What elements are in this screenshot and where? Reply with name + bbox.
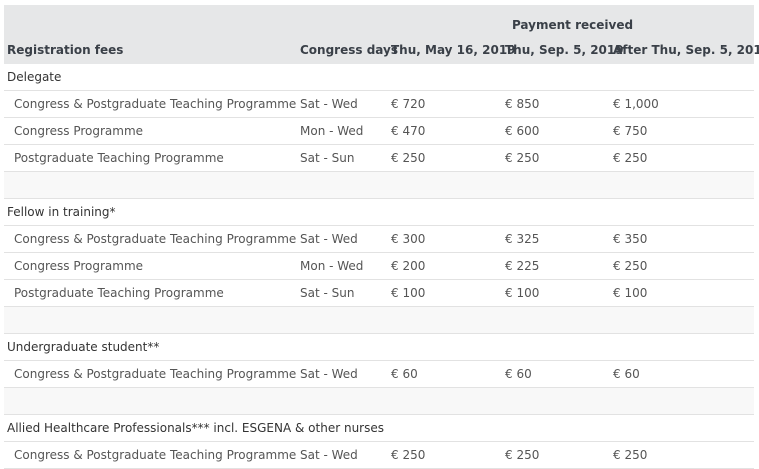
category-row: Fellow in training* <box>4 198 755 226</box>
price-late: € 250 <box>610 252 755 280</box>
price-mid: € 100 <box>502 279 610 307</box>
price-mid: € 850 <box>502 90 610 118</box>
category-row: Undergraduate student** <box>4 333 755 361</box>
price-mid: € 600 <box>502 117 610 145</box>
price-early: € 470 <box>388 117 502 145</box>
price-early: € 60 <box>388 360 502 388</box>
congress-days: Sat - Wed <box>297 441 388 469</box>
table-row: Congress & Postgraduate Teaching Program… <box>4 225 755 253</box>
congress-days: Sat - Sun <box>297 279 388 307</box>
category-label: Undergraduate student** <box>4 333 755 361</box>
col-date-2: Thu, Sep. 5, 2019 <box>502 36 624 64</box>
price-late: € 250 <box>610 144 755 172</box>
congress-days: Mon - Wed <box>297 117 388 145</box>
category-label: Fellow in training* <box>4 198 755 226</box>
price-mid: € 250 <box>502 144 610 172</box>
category-row: Delegate <box>4 64 755 91</box>
col-congress-days: Congress days <box>297 36 398 64</box>
price-late: € 1,000 <box>610 90 755 118</box>
programme-label: Postgraduate Teaching Programme <box>4 144 297 172</box>
programme-label: Congress & Postgraduate Teaching Program… <box>4 441 297 469</box>
registration-fees-table: Payment received Registration fees Congr… <box>4 5 759 469</box>
programme-label: Congress Programme <box>4 117 297 145</box>
category-label: Delegate <box>4 64 755 91</box>
price-early: € 200 <box>388 252 502 280</box>
programme-label: Congress Programme <box>4 252 297 280</box>
payment-received-header: Payment received <box>388 5 755 36</box>
programme-label: Congress & Postgraduate Teaching Program… <box>4 360 297 388</box>
price-mid: € 325 <box>502 225 610 253</box>
programme-label: Congress & Postgraduate Teaching Program… <box>4 225 297 253</box>
price-early: € 250 <box>388 144 502 172</box>
category-label: Allied Healthcare Professionals*** incl.… <box>4 414 755 442</box>
spacer-row <box>4 171 755 199</box>
congress-days: Sat - Wed <box>297 225 388 253</box>
congress-days: Mon - Wed <box>297 252 388 280</box>
price-mid: € 225 <box>502 252 610 280</box>
price-early: € 250 <box>388 441 502 469</box>
congress-days: Sat - Wed <box>297 360 388 388</box>
price-mid: € 60 <box>502 360 610 388</box>
col-registration-fees: Registration fees <box>4 36 297 64</box>
table-row: Postgraduate Teaching Programme Sat - Sun… <box>4 144 755 172</box>
table-row: Congress & Postgraduate Teaching Program… <box>4 90 755 118</box>
spacer-row <box>4 306 755 334</box>
price-late: € 750 <box>610 117 755 145</box>
category-row: Allied Healthcare Professionals*** incl.… <box>4 414 755 442</box>
col-date-3: After Thu, Sep. 5, 2019 <box>610 36 759 64</box>
table-row: Congress Programme Mon - Wed € 470 € 600 € 7… <box>4 117 755 145</box>
col-date-1: Thu, May 16, 2019 <box>388 36 516 64</box>
table-row: Congress & Postgraduate Teaching Program… <box>4 360 755 388</box>
price-late: € 250 <box>610 441 755 469</box>
congress-days: Sat - Sun <box>297 144 388 172</box>
table-row: Congress Programme Mon - Wed € 200 € 225 € 2… <box>4 252 755 280</box>
price-early: € 720 <box>388 90 502 118</box>
price-late: € 60 <box>610 360 755 388</box>
price-early: € 100 <box>388 279 502 307</box>
programme-label: Congress & Postgraduate Teaching Program… <box>4 90 297 118</box>
price-early: € 300 <box>388 225 502 253</box>
congress-days: Sat - Wed <box>297 90 388 118</box>
table-row: Postgraduate Teaching Programme Sat - Sun… <box>4 279 755 307</box>
table-row: Congress & Postgraduate Teaching Program… <box>4 441 755 469</box>
price-late: € 350 <box>610 225 755 253</box>
spacer-row <box>4 387 755 415</box>
price-mid: € 250 <box>502 441 610 469</box>
price-late: € 100 <box>610 279 755 307</box>
programme-label: Postgraduate Teaching Programme <box>4 279 297 307</box>
